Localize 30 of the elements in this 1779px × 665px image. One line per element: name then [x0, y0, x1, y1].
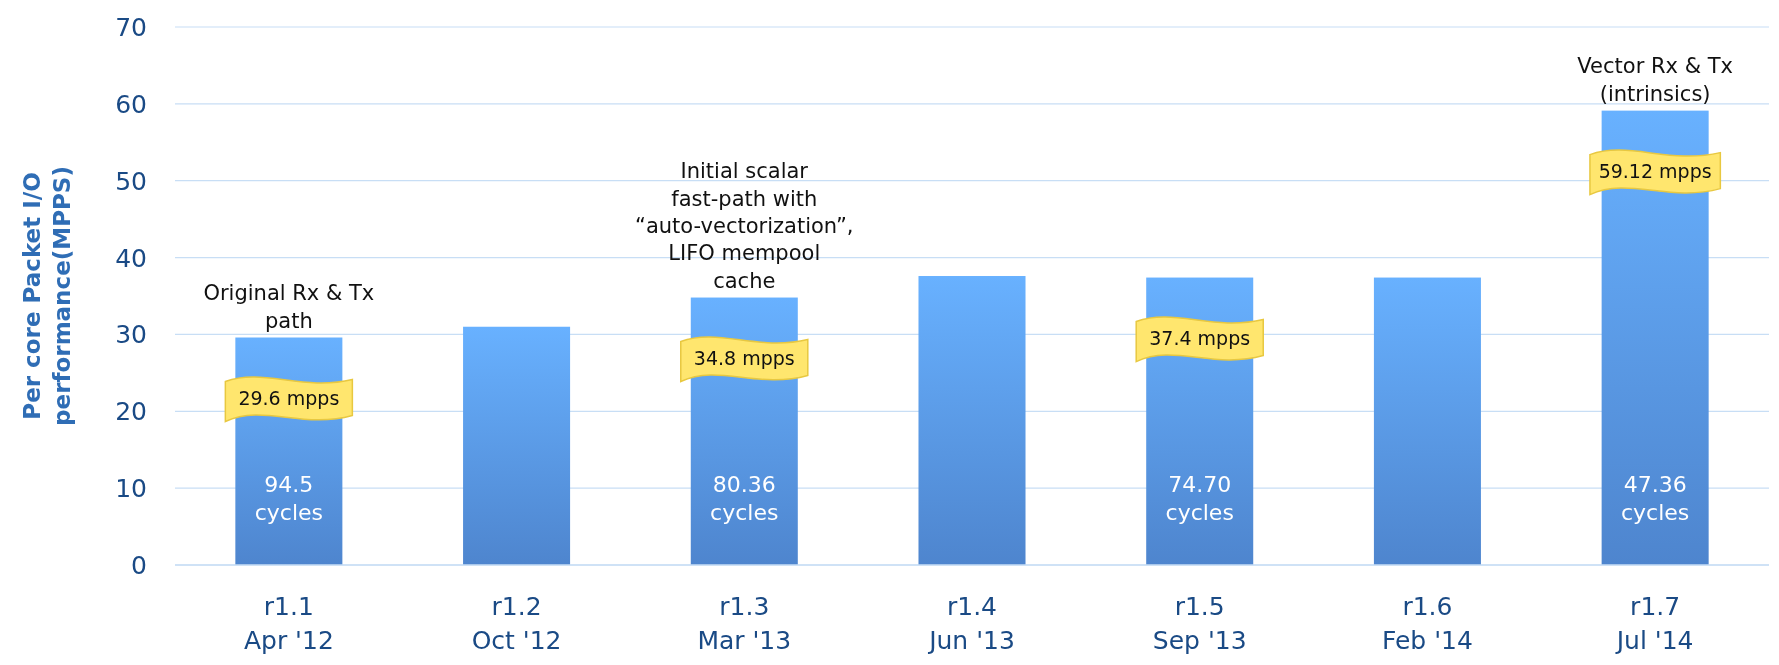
y-tick-label: 0	[131, 551, 147, 580]
x-tick-label: r1.6 Feb '14	[1381, 592, 1473, 655]
y-tick-label: 50	[115, 166, 147, 196]
annotation: Initial scalar fast-path with “auto-vectorization”, LIFO mempool cache	[635, 159, 854, 293]
y-axis-title: Per core Packet I/O performance(MPPS)	[19, 166, 75, 426]
bar	[918, 276, 1026, 565]
x-tick-label: r1.3 Mar '13	[697, 592, 792, 655]
y-tick-label: 20	[115, 397, 147, 427]
x-tick-label: r1.7 Jul '14	[1614, 592, 1694, 655]
y-tick-label: 70	[115, 13, 147, 42]
data-label: 29.6 mpps	[238, 386, 340, 409]
data-label: 59.12 mpps	[1598, 159, 1712, 182]
x-tick-label: r1.5 Sep '13	[1152, 592, 1247, 655]
data-label: 37.4 mpps	[1149, 326, 1251, 349]
bar	[1373, 277, 1481, 565]
annotation: 47.36 cycles	[1620, 471, 1690, 526]
annotation: Original Rx & Tx path	[203, 281, 375, 333]
annotation: 80.36 cycles	[710, 471, 779, 526]
x-tick-label: r1.1 Apr '12	[243, 592, 334, 655]
x-tick-label: r1.4 Jun '13	[927, 592, 1015, 655]
x-tick-label: r1.2 Oct '12	[471, 592, 562, 655]
data-label: 34.8 mpps	[693, 346, 795, 369]
bar	[463, 326, 571, 565]
y-tick-label: 10	[115, 474, 147, 504]
annotation: Vector Rx & Tx (intrinsics)	[1577, 54, 1733, 106]
annotation: 94.5 cycles	[254, 471, 324, 526]
annotation: 74.70 cycles	[1165, 471, 1234, 526]
y-tick-label: 60	[115, 89, 147, 119]
y-tick-label: 40	[115, 243, 147, 273]
y-tick-label: 30	[115, 320, 147, 350]
